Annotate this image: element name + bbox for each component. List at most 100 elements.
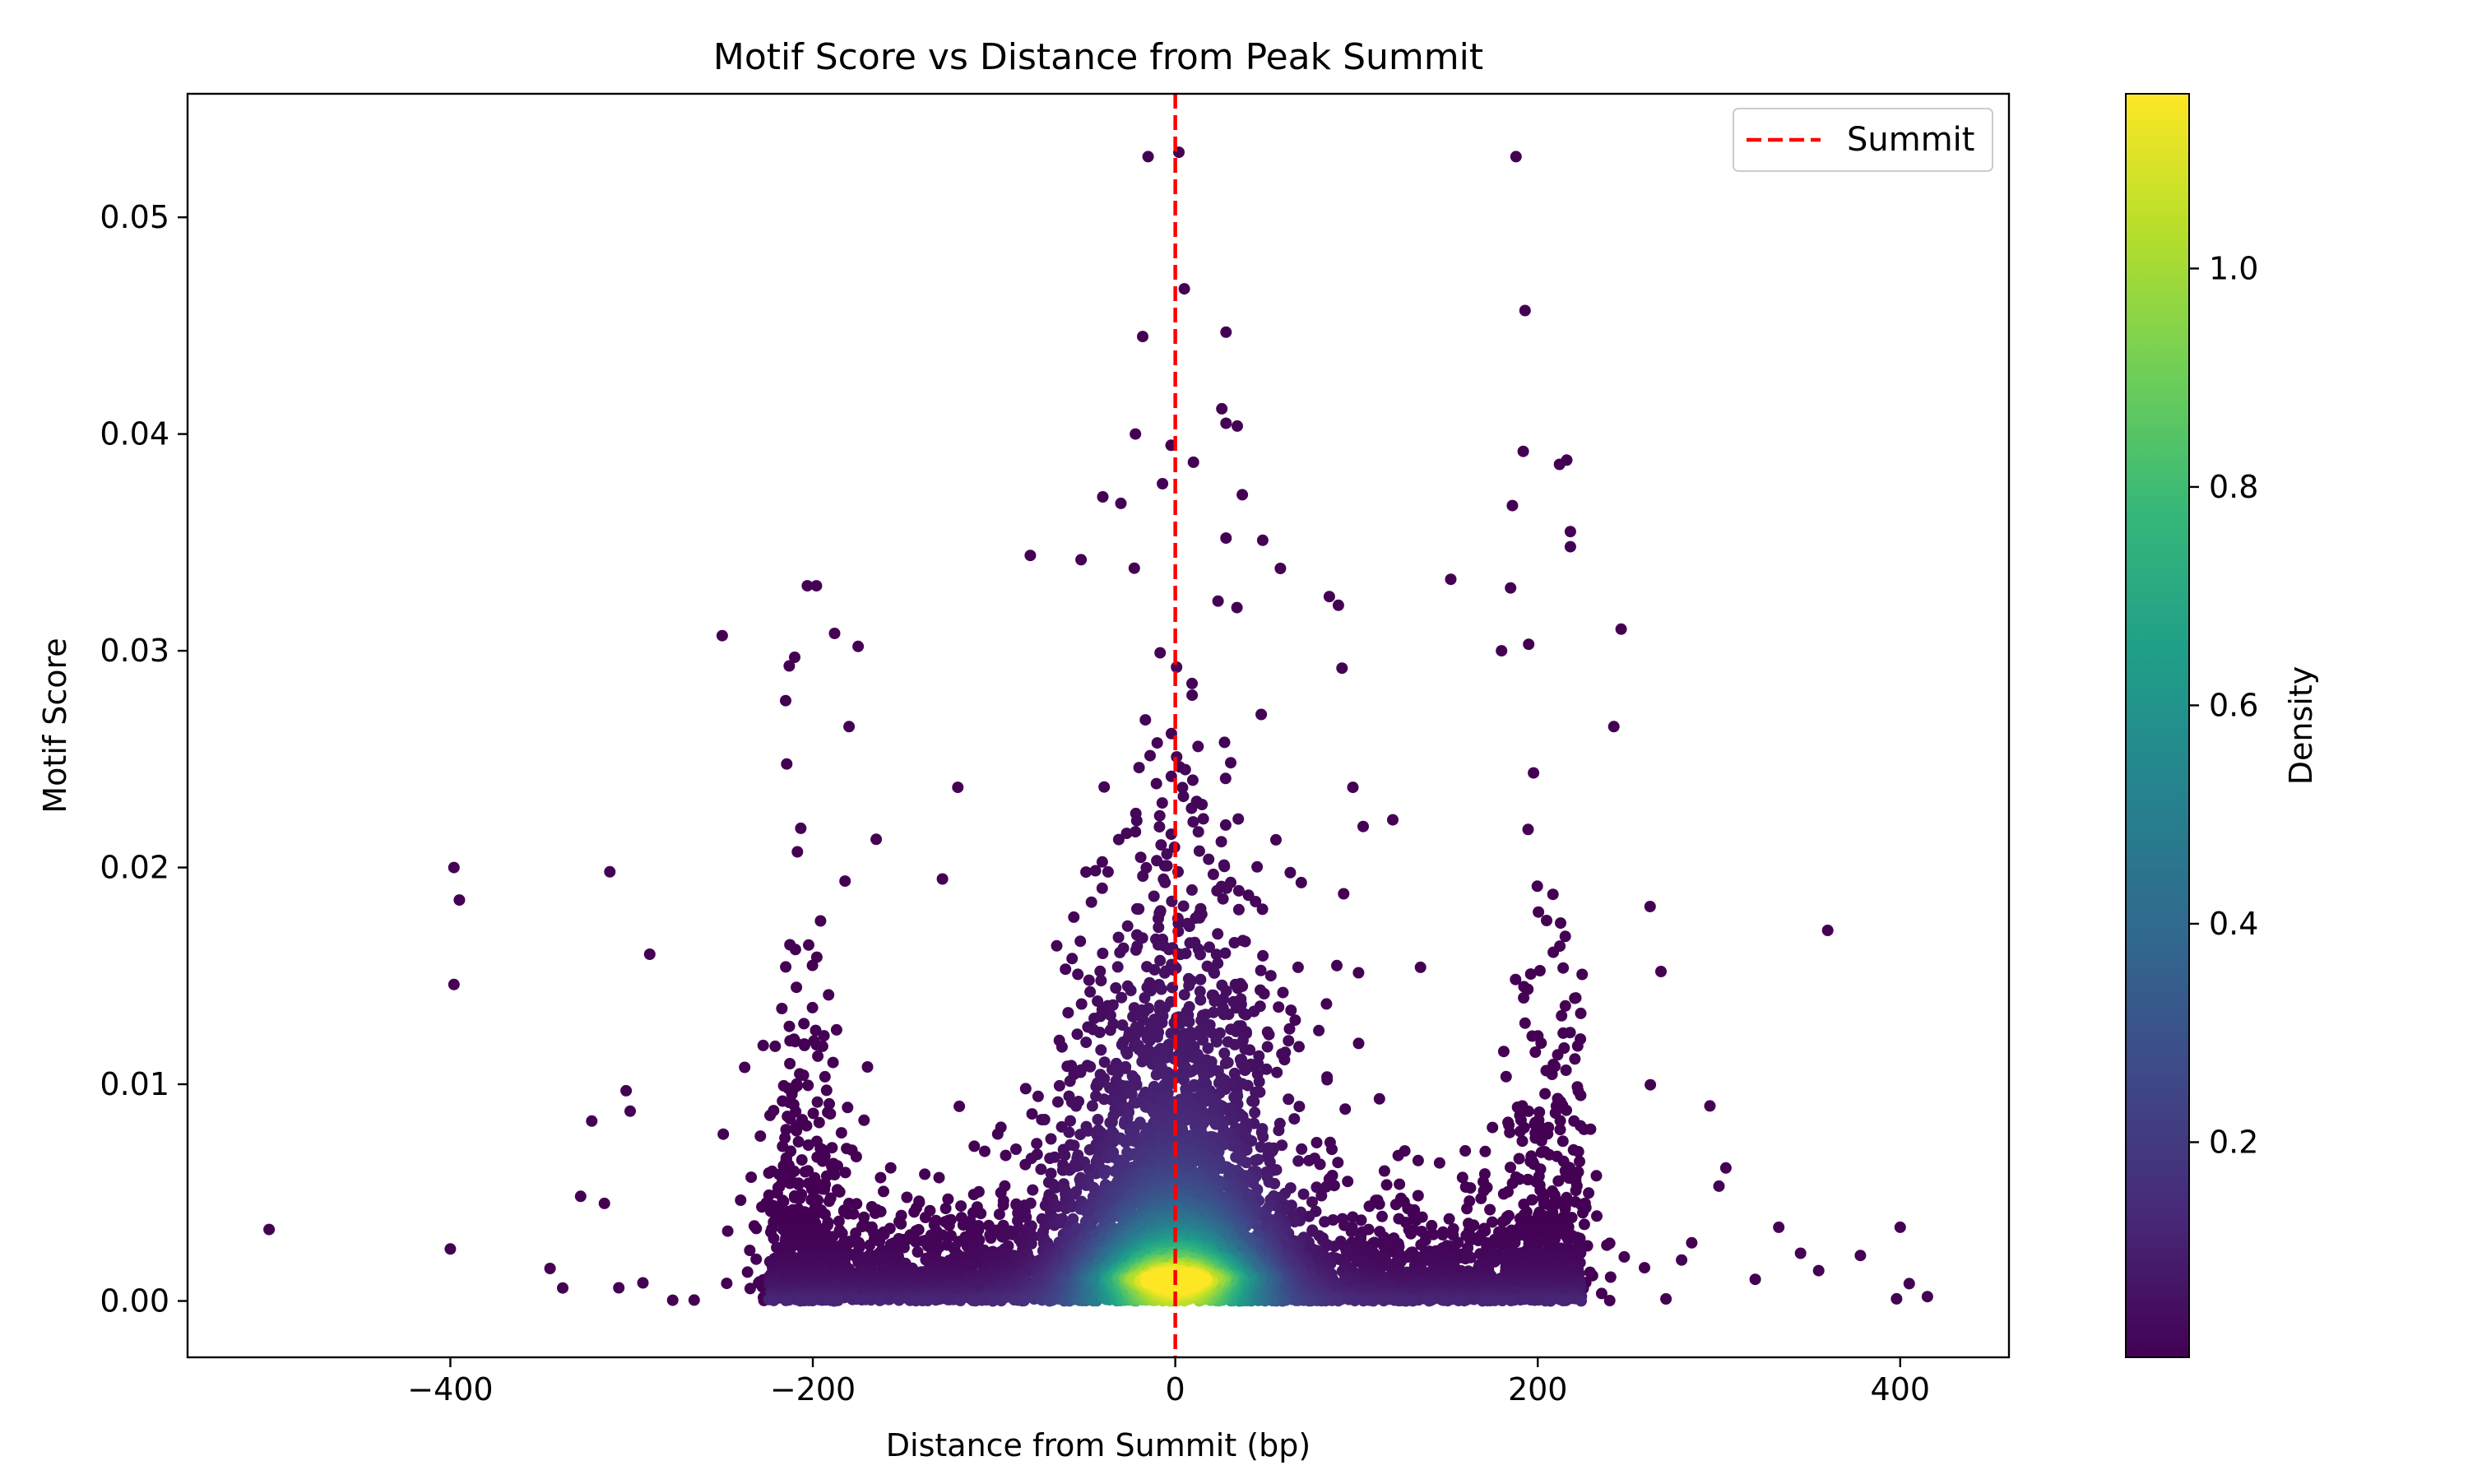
scatter-point (1338, 1219, 1351, 1231)
scatter-point (1117, 942, 1130, 954)
scatter-point (716, 629, 728, 642)
scatter-point (1510, 151, 1522, 163)
scatter-point (1591, 1210, 1603, 1222)
scatter-point (1157, 478, 1169, 489)
scatter-point (1331, 959, 1343, 972)
scatter-point (1222, 1036, 1234, 1048)
scatter-point (1321, 1074, 1334, 1086)
scatter-point (1148, 890, 1160, 902)
scatter-point (1557, 962, 1570, 974)
scatter-point (1556, 1009, 1568, 1022)
scatter-point (1296, 1143, 1308, 1155)
scatter-point (1336, 662, 1348, 675)
scatter-point (1255, 708, 1268, 721)
scatter-point (1595, 1287, 1607, 1300)
scatter-point (817, 1155, 828, 1167)
scatter-point (1575, 1120, 1587, 1132)
scatter-point (1153, 809, 1166, 822)
scatter-point (1153, 912, 1164, 925)
scatter-point (1427, 1228, 1440, 1241)
scatter-point (1143, 1002, 1155, 1014)
scatter-point (898, 1241, 910, 1254)
scatter-point (1794, 1247, 1807, 1259)
scatter-point (1547, 946, 1560, 958)
scatter-point (1225, 1023, 1237, 1036)
scatter-point (1389, 1199, 1402, 1211)
scatter-point (878, 1185, 889, 1198)
scatter-point (1426, 1219, 1438, 1231)
scatter-point (1410, 1214, 1422, 1227)
scatter-point (444, 1243, 457, 1255)
scatter-point (1018, 1295, 1030, 1307)
scatter-point (999, 1180, 1011, 1192)
scatter-point (944, 1230, 957, 1241)
scatter-point (1529, 1294, 1541, 1306)
scatter-point (688, 1294, 700, 1306)
scatter-point (910, 1295, 922, 1307)
scatter-point (933, 1171, 945, 1184)
scatter-point (1111, 961, 1124, 973)
scatter-point (1133, 762, 1145, 774)
scatter-point (1178, 283, 1190, 295)
scatter-point (1289, 1014, 1301, 1027)
scatter-point (764, 1109, 776, 1121)
scatter-point (795, 822, 807, 834)
scatter-point (1242, 889, 1255, 902)
scatter-point (798, 1039, 810, 1051)
scatter-point (1094, 1010, 1106, 1023)
scatter-point (1528, 767, 1540, 779)
scatter-point (1232, 903, 1245, 916)
scatter-point (1130, 944, 1142, 956)
scatter-point (1506, 499, 1519, 512)
scatter-point (1110, 982, 1122, 994)
scatter-point (1894, 1221, 1906, 1233)
scatter-point (1098, 1167, 1111, 1180)
scatter-point (852, 640, 865, 652)
scatter-point (780, 961, 792, 973)
scatter-point (1484, 1203, 1496, 1216)
scatter-point (1603, 1295, 1616, 1306)
scatter-point (1315, 1190, 1328, 1202)
scatter-point (1216, 402, 1228, 415)
scatter-point (666, 1294, 679, 1306)
scatter-point (1604, 1271, 1617, 1283)
scatter-point (806, 959, 819, 972)
scatter-point (1195, 973, 1207, 985)
scatter-point (1639, 1262, 1650, 1274)
scatter-point (1051, 939, 1063, 952)
scatter-point (1392, 1149, 1404, 1162)
scatter-point (1045, 1133, 1057, 1145)
scatter-point (1038, 1114, 1051, 1125)
scatter-point (1719, 1162, 1732, 1174)
scatter-point (1062, 1007, 1074, 1019)
scatter-point (1195, 948, 1206, 961)
scatter-point (1208, 995, 1221, 1008)
scatter-point (1854, 1250, 1867, 1262)
scatter-point (1186, 689, 1199, 702)
scatter-point (1212, 595, 1224, 607)
scatter-point (1195, 1014, 1208, 1027)
scatter-point (783, 660, 796, 672)
scatter-point (1533, 906, 1545, 918)
scatter-point (1713, 1180, 1725, 1192)
scatter-point (853, 1241, 865, 1254)
scatter-point (1704, 1100, 1716, 1112)
scatter-point (1277, 986, 1289, 999)
scatter-point (741, 1266, 754, 1278)
scatter-point (1253, 1076, 1265, 1087)
scatter-point (1083, 974, 1095, 986)
scatter-point (901, 1191, 913, 1203)
scatter-point (1270, 833, 1282, 846)
scatter-point (1066, 953, 1079, 965)
scatter-point (839, 1166, 851, 1179)
scatter-point (813, 1116, 825, 1129)
scatter-point (1373, 1092, 1385, 1105)
scatter-point (1433, 1157, 1445, 1169)
scatter-point (750, 1253, 763, 1265)
scatter-point (1142, 151, 1154, 163)
scatter-point (1084, 985, 1097, 998)
scatter-point (763, 1189, 775, 1201)
scatter-point (827, 1056, 839, 1069)
scatter-point (1306, 1196, 1318, 1208)
scatter-point (1276, 1048, 1288, 1060)
